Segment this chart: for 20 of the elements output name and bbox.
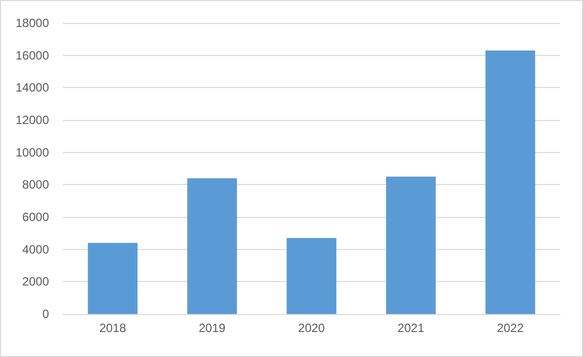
x-tick-label: 2020 xyxy=(298,321,326,335)
y-tick-label: 18000 xyxy=(16,16,50,30)
bar xyxy=(286,238,336,314)
y-tick-label: 16000 xyxy=(16,48,50,62)
y-tick-label: 14000 xyxy=(16,80,50,95)
y-tick-label: 10000 xyxy=(16,145,50,160)
y-tick-label: 4000 xyxy=(22,242,50,256)
bar xyxy=(386,176,436,314)
y-tick-label: 8000 xyxy=(22,178,50,192)
x-tick-label: 2018 xyxy=(99,321,126,335)
y-tick-label: 12000 xyxy=(16,113,50,127)
x-tick-label: 2022 xyxy=(496,321,524,335)
y-tick-label: 6000 xyxy=(22,210,50,224)
x-tick-label: 2019 xyxy=(198,321,226,335)
bar xyxy=(187,178,237,314)
bar xyxy=(485,50,536,314)
y-tick-label: 2000 xyxy=(22,274,50,289)
bar xyxy=(88,242,138,314)
y-tick-label: 0 xyxy=(42,307,50,321)
x-tick-label: 2021 xyxy=(398,321,425,335)
